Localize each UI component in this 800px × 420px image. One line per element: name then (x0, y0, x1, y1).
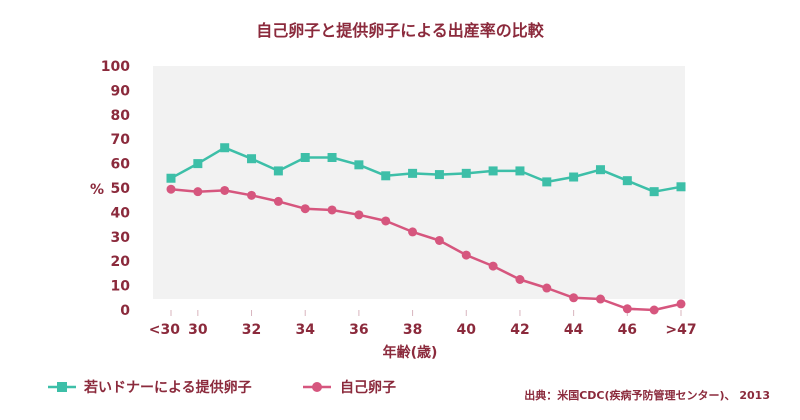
x-tick-label: >47 (665, 322, 696, 338)
x-tick-label: 40 (457, 322, 477, 338)
data-point (300, 153, 310, 162)
x-tick-label: 32 (242, 322, 261, 338)
x-tick-label: 38 (403, 322, 422, 338)
data-point (354, 160, 364, 170)
series-1 (166, 184, 686, 315)
data-point (193, 159, 203, 169)
data-point (220, 143, 230, 153)
y-tick-label: 40 (111, 205, 131, 221)
data-point (434, 235, 444, 245)
legend: 若いドナーによる提供卵子 自己卵子 (48, 379, 396, 396)
x-tick-label: 36 (349, 322, 368, 338)
series-0 (166, 143, 686, 197)
data-point (542, 177, 552, 187)
x-tick-label: 30 (188, 322, 208, 338)
y-tick-label: 50 (111, 181, 131, 197)
data-point (247, 190, 257, 200)
x-tick-label: 34 (295, 322, 315, 338)
data-point (542, 283, 552, 293)
data-point (622, 304, 632, 314)
data-point (461, 168, 471, 178)
y-tick-label: 0 (120, 303, 130, 319)
legend-item-own: 自己卵子 (303, 379, 396, 396)
x-tick-label: 46 (618, 322, 637, 338)
y-tick-label: 80 (111, 108, 131, 124)
plot-background (153, 66, 685, 299)
data-point (166, 184, 176, 194)
x-tick-label: <30 (149, 322, 180, 338)
data-point (488, 166, 498, 176)
data-point (595, 165, 605, 175)
y-axis-label: % (90, 182, 104, 198)
data-point (327, 153, 337, 162)
data-point (300, 204, 310, 214)
data-point (354, 210, 364, 220)
legend-label-own: 自己卵子 (340, 379, 396, 396)
y-tick-label: 70 (111, 132, 131, 148)
data-point (569, 293, 579, 303)
y-tick-label: 90 (111, 83, 131, 99)
data-point (569, 172, 579, 182)
x-axis-label: 年齢(歳) (383, 344, 438, 361)
data-point (488, 261, 498, 271)
data-point (461, 250, 471, 260)
legend-label-donor: 若いドナーによる提供卵子 (83, 379, 252, 396)
data-point (273, 166, 283, 176)
y-tick-label: 20 (111, 254, 131, 270)
data-point (193, 187, 203, 197)
data-point (515, 166, 525, 176)
data-point (515, 275, 525, 284)
data-point (166, 173, 176, 183)
y-tick-label: 30 (111, 230, 131, 246)
data-point (381, 171, 391, 181)
data-point (220, 185, 230, 195)
data-point (408, 168, 418, 178)
series-layer (166, 143, 686, 315)
data-point (676, 182, 686, 192)
data-point (381, 216, 391, 226)
x-axis-ticks: <30 30 32 34 36 38 40 42 44 46 >47 (149, 310, 697, 338)
data-point (408, 227, 418, 237)
source-note: 出典：米国CDC(疾病予防管理センター)、 2013 (524, 388, 770, 402)
data-point (595, 294, 605, 304)
chart-title: 自己卵子と提供卵子による出産率の比較 (256, 21, 545, 40)
data-point (327, 205, 337, 215)
y-tick-label: 10 (111, 279, 131, 295)
y-axis-ticks: 0 10 20 30 40 50 60 70 80 90 100 (101, 59, 130, 319)
data-point (676, 299, 686, 309)
y-tick-label: 100 (101, 59, 130, 75)
data-point (247, 154, 257, 164)
y-tick-label: 60 (111, 157, 131, 173)
legend-item-donor: 若いドナーによる提供卵子 (48, 379, 252, 396)
data-point (434, 170, 444, 180)
data-point (649, 305, 659, 315)
x-tick-label: 44 (564, 322, 584, 338)
data-point (649, 187, 659, 197)
data-point (622, 176, 632, 186)
data-point (273, 196, 283, 206)
x-tick-label: 42 (510, 322, 529, 338)
